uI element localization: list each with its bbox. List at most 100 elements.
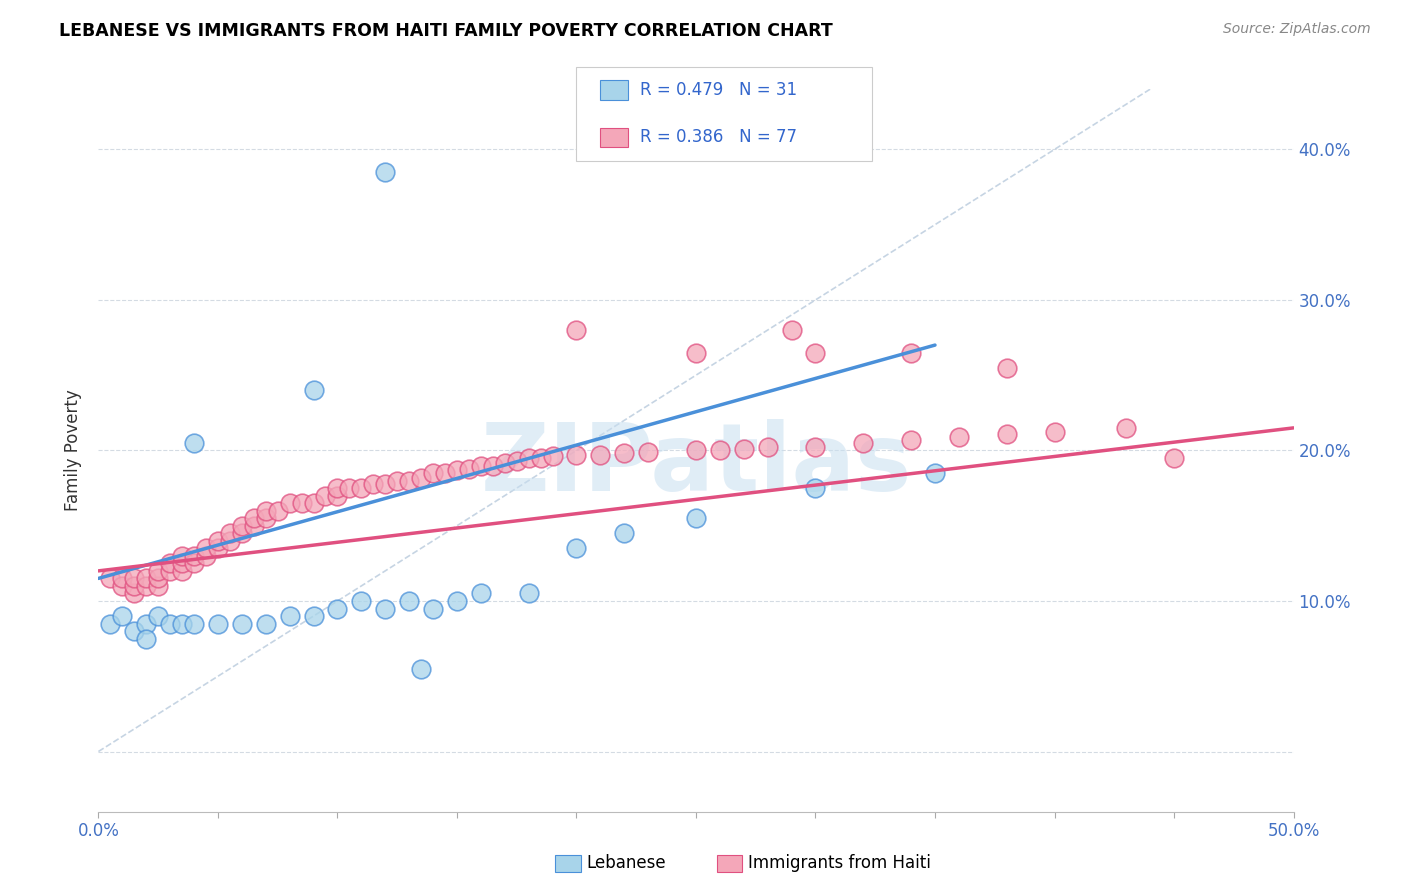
Point [530, 450, 553, 465]
Point [243, 518, 266, 533]
Point [709, 443, 731, 458]
Point [135, 616, 157, 631]
Point [172, 557, 194, 571]
Point [900, 345, 922, 359]
Point [172, 564, 194, 578]
Point [148, 609, 170, 624]
Point [183, 549, 205, 563]
Point [124, 586, 146, 600]
Point [124, 571, 146, 585]
Point [326, 481, 349, 495]
Point [385, 474, 409, 488]
Point [852, 436, 875, 450]
Point [804, 345, 827, 359]
Point [350, 481, 373, 495]
Point [302, 609, 325, 624]
Point [135, 632, 157, 646]
Point [804, 441, 827, 455]
Point [517, 586, 540, 600]
Point [207, 541, 229, 556]
Point [374, 601, 396, 615]
Point [589, 448, 612, 462]
Point [494, 455, 516, 469]
Point [326, 601, 349, 615]
Point [254, 616, 277, 631]
Point [685, 443, 707, 458]
Point [804, 481, 827, 495]
Point [995, 360, 1018, 375]
Point [326, 489, 349, 503]
Point [278, 496, 301, 510]
Point [183, 616, 205, 631]
Point [278, 609, 301, 624]
Point [315, 489, 337, 503]
Point [148, 579, 170, 593]
Text: R = 0.479   N = 31: R = 0.479 N = 31 [640, 81, 797, 99]
Point [446, 594, 468, 608]
Point [541, 450, 564, 464]
Point [231, 526, 253, 541]
Point [172, 549, 194, 563]
Point [183, 557, 205, 571]
Point [565, 541, 588, 556]
Point [159, 557, 181, 571]
Point [111, 579, 134, 593]
Point [231, 518, 253, 533]
Point [422, 466, 444, 480]
Point [124, 624, 146, 639]
Point [470, 586, 492, 600]
Point [411, 662, 433, 676]
Point [398, 594, 420, 608]
Point [207, 616, 229, 631]
Point [900, 433, 922, 447]
Point [685, 511, 707, 525]
Point [135, 571, 157, 585]
Point [995, 426, 1018, 441]
Text: Immigrants from Haiti: Immigrants from Haiti [748, 855, 931, 872]
Text: LEBANESE VS IMMIGRANTS FROM HAITI FAMILY POVERTY CORRELATION CHART: LEBANESE VS IMMIGRANTS FROM HAITI FAMILY… [59, 22, 832, 40]
Point [363, 476, 385, 491]
Point [613, 446, 636, 460]
Point [254, 511, 277, 525]
Text: R = 0.386   N = 77: R = 0.386 N = 77 [640, 128, 797, 146]
Point [219, 526, 242, 541]
Point [254, 503, 277, 517]
Point [1115, 421, 1137, 435]
Point [506, 454, 529, 468]
Point [98, 616, 122, 631]
Point [446, 463, 468, 477]
Point [374, 165, 396, 179]
Point [1163, 450, 1185, 465]
Point [148, 564, 170, 578]
Point [637, 445, 659, 459]
Point [756, 441, 779, 455]
Point [172, 616, 194, 631]
Point [1043, 425, 1066, 440]
Point [350, 594, 373, 608]
Point [148, 571, 170, 585]
Point [565, 448, 588, 462]
Point [231, 616, 253, 631]
Point [411, 470, 433, 484]
Point [302, 496, 325, 510]
Point [565, 323, 588, 337]
Point [111, 571, 134, 585]
Point [267, 503, 290, 517]
Point [339, 481, 361, 495]
Point [780, 323, 803, 337]
Point [434, 466, 457, 480]
Point [302, 384, 325, 398]
Point [481, 458, 505, 473]
Point [98, 571, 122, 585]
Text: Lebanese: Lebanese [586, 855, 666, 872]
Point [124, 579, 146, 593]
Point [458, 461, 481, 475]
Y-axis label: Family Poverty: Family Poverty [65, 390, 83, 511]
Point [195, 541, 218, 556]
Point [219, 533, 242, 548]
Point [207, 533, 229, 548]
Point [135, 579, 157, 593]
Point [111, 609, 134, 624]
Point [183, 436, 205, 450]
Point [470, 458, 492, 473]
